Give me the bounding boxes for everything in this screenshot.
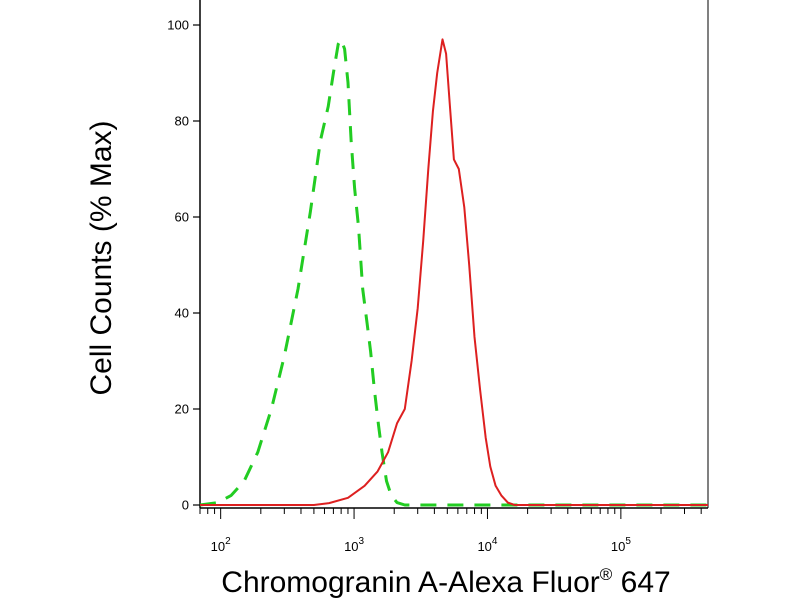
x-tick-label-base-0: 10 — [211, 539, 225, 554]
x-tick-label-base-3: 10 — [611, 539, 625, 554]
x-tick-label-1: 103 — [344, 536, 364, 554]
y-tick-label-4: 80 — [175, 114, 189, 129]
plot-frame — [199, 0, 709, 509]
x-tick-label-exp-3: 5 — [625, 536, 631, 547]
x-tick-label-exp-1: 3 — [359, 536, 365, 547]
x-tick-label-0: 102 — [211, 536, 231, 554]
x-tick-label-base-1: 10 — [344, 539, 358, 554]
y-tick-label-5: 100 — [167, 18, 189, 33]
x-tick-label-exp-0: 2 — [225, 536, 231, 547]
y-tick-label-3: 60 — [175, 210, 189, 225]
x-axis-title-main: Chromogranin A-Alexa Fluor — [221, 566, 600, 599]
x-tick-label-base-2: 10 — [477, 539, 491, 554]
x-axis-ticks: 102 103 104 105 — [199, 508, 702, 554]
y-tick-label-1: 20 — [175, 402, 189, 417]
y-axis-title: Cell Counts (% Max) — [85, 120, 118, 395]
x-tick-label-3: 105 — [611, 536, 631, 554]
x-tick-label-exp-2: 4 — [492, 536, 498, 547]
y-axis-ticks: 0 20 40 60 80 100 — [167, 18, 200, 513]
x-axis-title: Chromogranin A-Alexa Fluor® 647 — [221, 565, 670, 599]
isotype-control-series-line — [199, 37, 708, 507]
x-tick-label-2: 104 — [477, 536, 497, 554]
series-layer — [199, 37, 708, 507]
x-axis-title-registered-mark: ® — [600, 565, 613, 584]
y-tick-label-2: 40 — [175, 306, 189, 321]
sample-series-line — [200, 38, 708, 506]
y-tick-label-0: 0 — [182, 498, 189, 513]
x-axis-title-suffix: 647 — [612, 566, 670, 599]
